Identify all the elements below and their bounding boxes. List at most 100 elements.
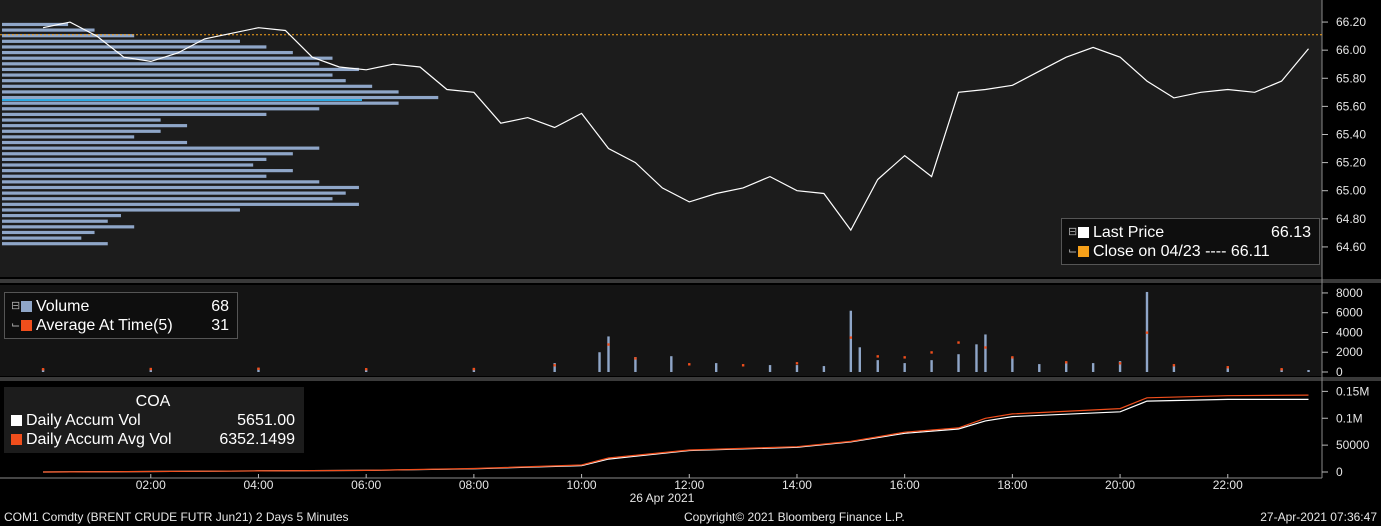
- average-at-time-point: [1118, 362, 1122, 365]
- volume-profile-bar: [2, 219, 108, 223]
- average-at-time-point: [1172, 364, 1176, 367]
- last-price-swatch: [1078, 227, 1089, 238]
- price-axis-tick-label: 64.60: [1336, 240, 1366, 254]
- volume-bar: [1280, 369, 1283, 372]
- volume-bar: [41, 369, 45, 372]
- volume-profile-bar: [2, 180, 320, 184]
- legend-accum-avg[interactable]: Daily Accum Avg Vol 6352.1499: [11, 430, 295, 449]
- coa-axis-tick-label: 0: [1336, 465, 1343, 479]
- volume-profile-bar: [2, 202, 359, 206]
- footer-security: COM1 Comdty (BRENT CRUDE FUTR Jun21) 2 D…: [4, 510, 349, 524]
- average-at-time-point: [1145, 331, 1149, 334]
- coa-axis-tick-label: 50000: [1336, 438, 1370, 452]
- volume-profile-bar: [2, 112, 267, 117]
- volume-profile-bar: [2, 45, 267, 49]
- average-at-time-point: [741, 364, 745, 367]
- legend-accum-vol[interactable]: Daily Accum Vol 5651.00: [11, 411, 295, 430]
- volume-profile-bar: [2, 225, 135, 229]
- coa-axis-tick-label: 0.1M: [1336, 411, 1363, 425]
- volume-bar: [795, 365, 799, 372]
- average-value: 31: [211, 317, 229, 334]
- price-axis-tick-label: 65.60: [1336, 99, 1366, 113]
- average-at-time-point: [930, 351, 933, 354]
- close-label: Close on 04/23 ---- 66.11: [1093, 243, 1270, 260]
- volume-profile-bar: [2, 230, 95, 235]
- volume-profile-bar: [2, 152, 293, 156]
- price-axis-tick-label: 65.80: [1336, 71, 1366, 85]
- volume-profile-bar: [2, 124, 188, 128]
- x-axis-tick-label: 06:00: [351, 478, 381, 492]
- volume-profile-bar: [2, 56, 333, 60]
- legend-volume[interactable]: ⊟ Volume 68: [11, 297, 229, 316]
- x-axis-tick-label: 08:00: [459, 478, 489, 492]
- volume-profile-bar: [2, 84, 373, 88]
- footer-copyright: Copyright© 2021 Bloomberg Finance L.P.: [684, 510, 905, 524]
- price-axis-tick-label: 66.20: [1336, 15, 1366, 29]
- volume-bar: [1065, 362, 1068, 372]
- price-axis-tick-label: 64.80: [1336, 212, 1366, 226]
- volume-bar: [1011, 357, 1014, 372]
- volume-profile-bar: [2, 22, 69, 27]
- average-at-time-point: [634, 357, 637, 360]
- average-at-time-point: [1280, 368, 1283, 371]
- legend-tree-icon: ⌙: [11, 319, 21, 331]
- volume-bar: [822, 366, 826, 372]
- volume-axis-tick-label: 4000: [1336, 325, 1363, 339]
- volume-profile-bar: [2, 39, 240, 43]
- volume-bar: [1226, 368, 1229, 372]
- volume-bar: [364, 369, 368, 372]
- volume-swatch: [21, 301, 32, 312]
- volume-profile-bar: [2, 157, 267, 161]
- legend-average[interactable]: ⌙ Average At Time(5) 31: [11, 316, 229, 335]
- volume-bar: [607, 336, 610, 372]
- panel-divider-1[interactable]: [0, 279, 1381, 283]
- panel-divider-2[interactable]: [0, 377, 1381, 381]
- volume-profile-bar: [2, 79, 346, 83]
- price-axis-tick-label: 66.00: [1336, 43, 1366, 57]
- volume-bar: [858, 347, 861, 372]
- volume-value: 68: [211, 298, 229, 315]
- x-axis-tick-label: 04:00: [243, 478, 273, 492]
- average-at-time-point: [553, 364, 556, 367]
- volume-profile-bar: [2, 107, 320, 111]
- x-axis-tick-label: 02:00: [136, 478, 166, 492]
- volume-profile-bar: [2, 90, 399, 94]
- accum-vol-swatch: [11, 415, 22, 426]
- coa-title: COA: [135, 393, 171, 410]
- average-at-time-point: [849, 336, 853, 339]
- x-axis-tick-label: 14:00: [782, 478, 812, 492]
- volume-profile-bar: [2, 236, 82, 240]
- volume-profile-bar: [2, 169, 293, 173]
- average-at-time-point: [364, 368, 368, 371]
- volume-profile-bar: [2, 118, 161, 122]
- coa-axis-tick-label: 0.15M: [1336, 384, 1369, 398]
- volume-bar: [634, 357, 637, 372]
- legend-tree-icon: ⌙: [1068, 245, 1078, 257]
- volume-profile-bar: [2, 242, 108, 246]
- volume-profile-bar: [2, 34, 135, 38]
- volume-bar: [876, 360, 879, 372]
- legend-last-price[interactable]: ⊟ Last Price 66.13: [1068, 223, 1311, 242]
- volume-bar: [768, 365, 772, 372]
- legend-collapse-icon[interactable]: ⊟: [11, 300, 21, 312]
- volume-profile-bar: [2, 73, 333, 77]
- coa-title-row: COA: [11, 392, 295, 411]
- x-axis-tick-label: 20:00: [1105, 478, 1135, 492]
- accum-vol-label: Daily Accum Vol: [26, 412, 141, 429]
- volume-bar: [1307, 370, 1310, 372]
- average-at-time-point: [41, 368, 45, 371]
- volume-bar: [984, 334, 987, 372]
- volume-profile-bar: [2, 28, 95, 32]
- volume-profile-bar: [2, 191, 346, 195]
- volume-bar: [903, 363, 906, 372]
- volume-profile-bar: [2, 146, 320, 150]
- volume-profile-bar: [2, 129, 161, 133]
- legend-collapse-icon[interactable]: ⊟: [1068, 226, 1078, 238]
- legend-close[interactable]: ⌙ Close on 04/23 ---- 66.11: [1068, 242, 1311, 261]
- volume-bar: [930, 360, 933, 372]
- price-axis-tick-label: 65.40: [1336, 127, 1366, 141]
- volume-bar: [670, 356, 673, 372]
- price-legend: ⊟ Last Price 66.13 ⌙ Close on 04/23 ----…: [1061, 218, 1320, 265]
- volume-bar: [1038, 364, 1041, 372]
